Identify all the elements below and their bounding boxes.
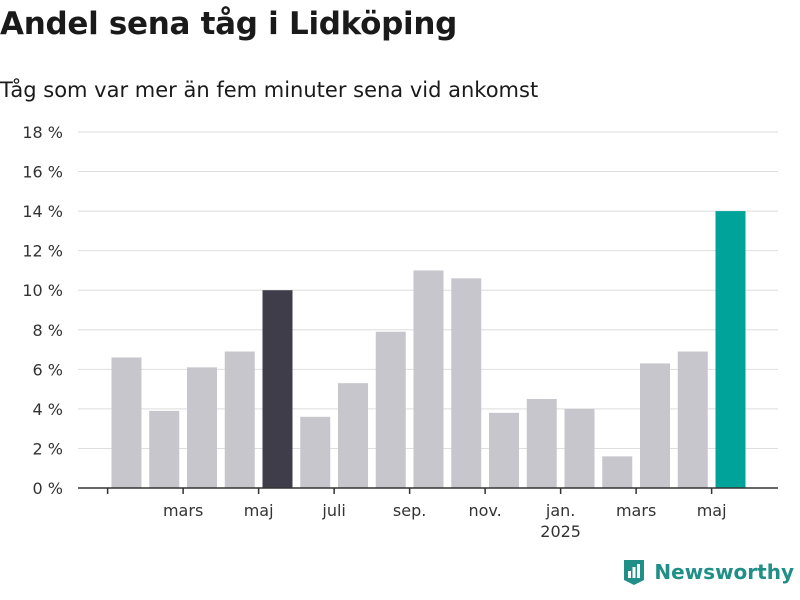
bar — [375, 331, 406, 488]
bar — [111, 357, 142, 488]
x-tick-label: mars — [616, 501, 656, 520]
y-tick-label: 0 % — [33, 479, 63, 498]
x-tick-label: juli — [321, 501, 345, 520]
x-tick-label: nov. — [469, 501, 502, 520]
bar — [564, 408, 595, 488]
bar — [300, 416, 331, 488]
x-year-label: 2025 — [540, 522, 581, 541]
bar — [677, 351, 708, 488]
bar — [640, 363, 670, 488]
x-tick-label: jan. — [545, 501, 575, 520]
brand-logo: Newsworthy — [622, 558, 794, 586]
x-tick-label: maj — [244, 501, 274, 520]
y-tick-label: 14 % — [22, 202, 63, 221]
bar — [224, 351, 255, 488]
chart-subtitle: Tåg som var mer än fem minuter sena vid … — [0, 78, 539, 102]
x-tick-label: sep. — [393, 501, 426, 520]
bar — [602, 456, 633, 488]
y-tick-label: 16 % — [22, 163, 63, 182]
brand-name: Newsworthy — [654, 560, 794, 584]
y-tick-label: 4 % — [33, 400, 63, 419]
y-tick-label: 2 % — [33, 439, 63, 458]
newsworthy-logo-icon — [624, 560, 645, 585]
x-tick-label: mars — [163, 501, 203, 520]
y-tick-label: 6 % — [33, 360, 63, 379]
bar — [489, 412, 519, 488]
y-tick-label: 10 % — [22, 281, 63, 300]
bar — [526, 399, 557, 488]
bar — [187, 367, 217, 488]
chart-title: Andel sena tåg i Lidköping — [0, 6, 458, 42]
y-tick-label: 18 % — [22, 123, 63, 142]
bar-chart: 0 % 2 % 4 % 6 % 8 % 10 % 12 % 14 % 16 % 18 % mars m… — [22, 123, 778, 541]
bar — [338, 383, 368, 488]
y-tick-label: 8 % — [33, 321, 63, 340]
bar — [149, 410, 180, 488]
y-tick-label: 12 % — [22, 242, 63, 261]
bar — [262, 290, 293, 488]
bar — [413, 270, 444, 488]
x-tick-label: maj — [697, 501, 727, 520]
bar — [451, 278, 482, 488]
bar — [715, 211, 746, 488]
